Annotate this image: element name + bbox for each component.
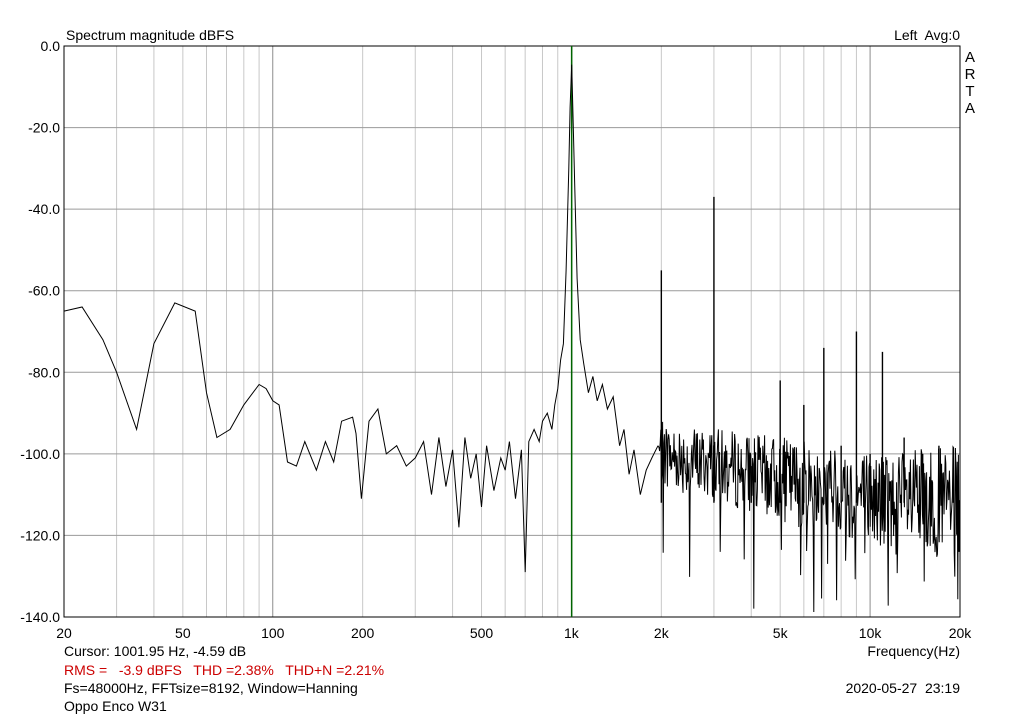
harmonic-peaks <box>660 196 955 503</box>
cursor-readout: Cursor: 1001.95 Hz, -4.59 dB <box>64 643 246 659</box>
y-tick-label: -20.0 <box>28 120 60 136</box>
arta-logo-letter: T <box>965 83 974 100</box>
x-tick-label: 2k <box>654 625 670 641</box>
y-tick-label: 0.0 <box>41 38 61 54</box>
x-tick-label: 200 <box>351 625 375 641</box>
y-tick-label: -100.0 <box>20 446 60 462</box>
y-tick-label: -140.0 <box>20 609 60 625</box>
spectrum-noise-floor <box>657 421 961 613</box>
y-axis-ticks: 0.0 -20.0 -40.0 -60.0 -80.0 -100.0 -120.0 -140.… <box>20 38 60 625</box>
x-tick-label: 500 <box>470 625 494 641</box>
x-tick-label: 5k <box>773 625 789 641</box>
timestamp: 2020-05-27 23:19 <box>846 680 961 696</box>
chart-title: Spectrum magnitude dBFS <box>66 27 234 43</box>
arta-logo-letter: A <box>965 100 975 117</box>
y-tick-label: -40.0 <box>28 201 60 217</box>
y-tick-label: -60.0 <box>28 283 60 299</box>
channel-label: Left Avg:0 <box>894 27 960 43</box>
plot-frame <box>63 45 961 618</box>
arta-logo-letter: A <box>965 49 975 66</box>
rms-thd-readout: RMS = -3.9 dBFS THD =2.38% THD+N =2.21% <box>64 662 384 678</box>
x-tick-label: 10k <box>859 625 883 641</box>
x-tick-label: 1k <box>564 625 580 641</box>
y-tick-label: -80.0 <box>28 364 60 380</box>
x-tick-label: 50 <box>175 625 191 641</box>
x-tick-label: 100 <box>261 625 285 641</box>
x-tick-label: 20 <box>56 625 72 641</box>
arta-logo-letter: R <box>965 66 976 83</box>
y-tick-label: -120.0 <box>20 527 60 543</box>
x-axis-label: Frequency(Hz) <box>867 643 960 659</box>
spectrum-line <box>63 64 659 573</box>
x-axis-ticks: 20 50 100 200 500 1k 2k 5k 10k 20k <box>56 625 972 641</box>
x-tick-label: 20k <box>949 625 973 641</box>
fft-settings: Fs=48000Hz, FFTsize=8192, Window=Hanning <box>64 680 358 696</box>
device-name: Oppo Enco W31 <box>64 698 167 714</box>
